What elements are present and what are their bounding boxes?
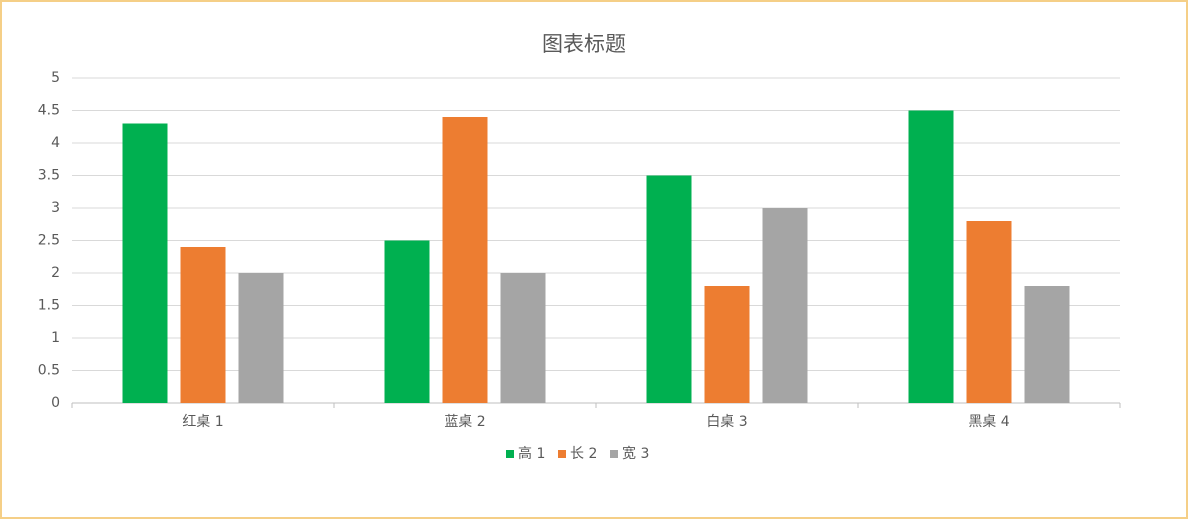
x-tick-label: 红桌 1 <box>182 414 223 430</box>
bar <box>646 175 692 403</box>
y-tick-label: 4.5 <box>38 103 60 119</box>
legend-swatch <box>506 450 514 458</box>
y-tick-label: 2.5 <box>38 233 60 249</box>
bar <box>500 273 546 403</box>
x-tick-label: 蓝桌 2 <box>444 414 485 430</box>
legend-label: 宽 3 <box>622 445 649 462</box>
x-tick-label: 白桌 3 <box>706 414 747 430</box>
x-tick-label: 黑桌 4 <box>968 414 1009 430</box>
y-tick-label: 1.5 <box>38 298 60 314</box>
bar <box>238 273 284 403</box>
y-tick-label: 3.5 <box>38 168 60 184</box>
legend-swatch <box>610 450 618 458</box>
y-tick-label: 4 <box>51 135 60 151</box>
bar <box>1024 286 1070 403</box>
bar <box>966 221 1012 403</box>
y-tick-label: 1 <box>51 330 60 346</box>
legend-label: 长 2 <box>570 446 597 462</box>
bar <box>762 208 808 403</box>
legend-swatch <box>558 450 566 458</box>
y-tick-label: 2 <box>51 265 60 281</box>
y-tick-label: 0.5 <box>38 363 60 379</box>
y-tick-label: 5 <box>51 70 60 86</box>
bar <box>180 247 226 403</box>
chart-title: 图表标题 <box>542 32 626 56</box>
bar <box>704 286 750 403</box>
y-tick-label: 3 <box>51 200 60 216</box>
bar <box>122 123 168 403</box>
bar <box>908 110 954 403</box>
y-tick-label: 0 <box>51 395 60 411</box>
legend-label: 高 1 <box>518 445 545 462</box>
bar <box>384 240 430 403</box>
bar <box>442 117 488 403</box>
